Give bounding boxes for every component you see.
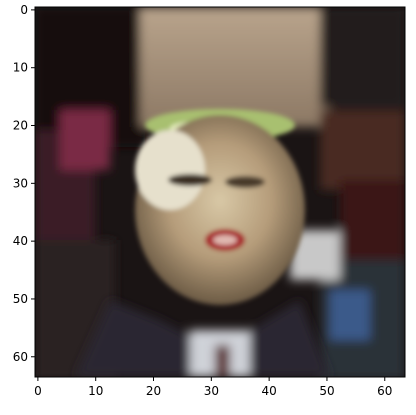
x-tick-label: 30 — [204, 384, 219, 398]
y-tick-label: 20 — [13, 119, 28, 133]
x-tick-label: 20 — [146, 384, 161, 398]
y-tick-label: 50 — [13, 292, 28, 306]
x-tick-label: 40 — [262, 384, 277, 398]
y-axis: 0 10 20 30 40 50 60 — [13, 3, 35, 364]
x-tick-label: 10 — [88, 384, 103, 398]
y-tick-label: 30 — [13, 176, 28, 190]
x-tick-label: 60 — [377, 384, 392, 398]
image-content — [35, 7, 405, 377]
x-tick-label: 50 — [319, 384, 334, 398]
y-tick-label: 40 — [13, 234, 28, 248]
y-tick-label: 10 — [13, 61, 28, 75]
y-tick-label: 0 — [20, 3, 28, 17]
x-tick-label: 0 — [34, 384, 42, 398]
x-axis: 0 10 20 30 40 50 60 — [34, 377, 392, 398]
axes-frame — [34, 6, 406, 378]
y-tick-label: 60 — [13, 350, 28, 364]
